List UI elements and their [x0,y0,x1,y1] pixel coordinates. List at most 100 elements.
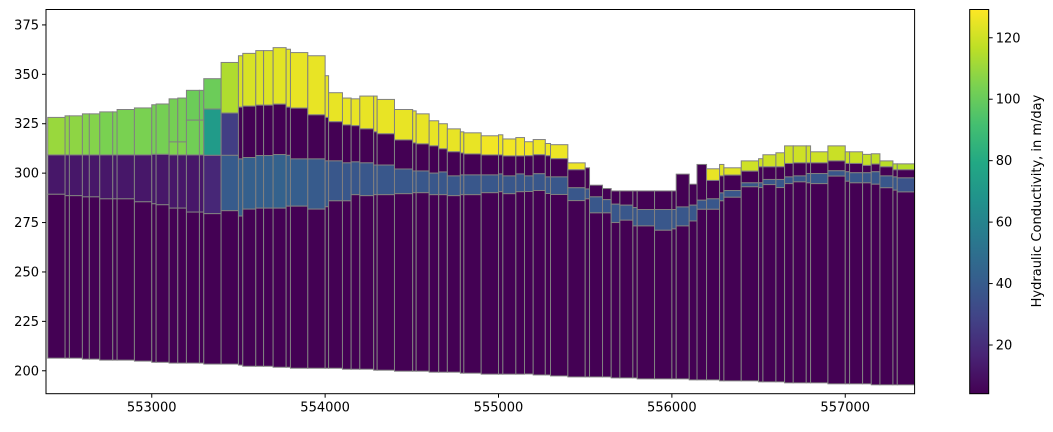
y-tick-label: 250 [14,265,39,280]
model-cell [438,148,448,173]
model-cell [719,163,725,177]
model-cell [373,194,378,371]
model-cell [892,176,898,191]
model-cell [81,196,90,360]
model-cell [263,104,274,157]
model-cell [328,160,343,202]
model-cell [550,158,569,178]
model-cell [99,198,114,361]
model-cell [68,154,83,197]
model-cell [544,176,552,194]
model-cell [584,167,591,190]
model-cell [272,47,287,105]
model-cell [88,154,101,198]
model-cell [341,97,352,126]
model-cell [602,199,612,214]
model-cell [758,158,764,168]
x-tick-label: 554000 [300,401,350,416]
colorbar-tick-label: 20 [996,339,1013,354]
model-cell [438,194,448,373]
model-cell [636,225,656,380]
model-cell [81,113,90,156]
model-cell [810,151,829,164]
model-cell [762,166,777,180]
model-cell [203,213,222,365]
model-cell [415,143,430,172]
model-cell [723,174,742,192]
model-cell [237,215,244,366]
model-cell [463,194,482,374]
model-cell [203,78,222,110]
model-cell [237,106,244,160]
model-cell [463,174,482,196]
model-cell [849,162,864,174]
model-cell [532,154,546,175]
model-cell [792,181,807,384]
model-cell [64,115,70,156]
model-cell [762,154,777,168]
model-cell [463,132,482,155]
model-cell [168,207,179,364]
model-cell [328,92,343,123]
model-cell [177,154,187,209]
model-cell [792,162,807,177]
model-cell [255,207,265,367]
model-cell [827,170,846,177]
model-cell [827,145,846,162]
model-cell [255,50,265,106]
model-cell [81,154,90,198]
model-cell [459,174,465,196]
model-cell [480,192,500,375]
model-cell [805,173,812,184]
model-cell [849,182,864,385]
model-cell [688,204,698,222]
model-cell [892,169,898,178]
model-cell [177,207,187,364]
model-cell [463,153,482,176]
model-cell [602,188,612,201]
model-cell [671,190,677,211]
model-cell [255,104,265,157]
colorbar: 20 40 60 80 100 120 Hydraulic Conductivity, i… [969,9,1045,395]
model-cell [359,95,375,130]
model-cell [242,208,257,367]
model-cell [168,98,179,143]
model-cell [619,204,634,221]
model-cell [706,198,721,210]
model-cell [775,152,786,168]
model-cell [415,113,430,145]
model-cell [849,172,864,184]
model-cell [870,171,881,185]
model-cell [359,195,375,370]
model-cell [237,55,244,108]
model-cell [675,206,690,227]
model-cell [155,204,170,363]
model-cell [827,175,846,385]
model-cell [792,175,807,183]
model-cell [849,151,864,164]
model-cell [151,104,157,155]
model-cell [324,206,330,369]
model-cell [696,208,708,381]
model-cell [459,194,465,374]
model-cell [619,190,634,206]
model-cell [758,182,764,189]
model-cell [636,190,656,211]
model-cell [393,139,414,170]
model-cell [133,107,153,156]
colorbar-tick-label: 40 [996,277,1013,292]
model-cell [376,164,395,196]
x-tick-label: 556000 [647,401,697,416]
model-cell [198,154,205,213]
model-cell [412,192,417,372]
model-cell [350,98,361,127]
model-cell [328,121,343,162]
model-cell [428,145,440,174]
model-cell [220,210,239,365]
model-cell [632,190,638,209]
model-cell [324,75,330,118]
model-cell [272,207,287,368]
model-cell [524,175,534,193]
model-cell [459,152,465,176]
model-cell [480,174,500,194]
